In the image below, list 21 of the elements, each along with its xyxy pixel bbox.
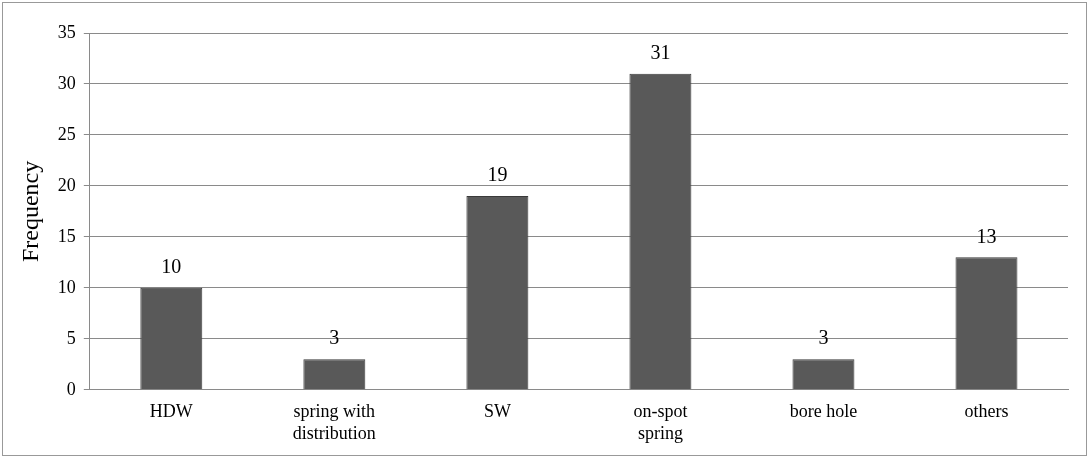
y-tick-label: 20 [57,174,76,195]
x-tick-label: on-spot spring [633,401,688,443]
y-tick-label: 30 [57,72,76,93]
y-axis-title: Frequency [16,160,43,263]
y-tick-label: 5 [66,327,76,348]
x-tick-label: others [964,401,1009,422]
data-label: 13 [976,224,997,247]
y-tick-label: 15 [57,225,76,246]
y-tick-label: 0 [66,378,76,399]
x-tick-label: HDW [149,401,193,422]
data-label: 3 [329,326,340,349]
data-label: 10 [161,255,182,278]
y-tick-label: 25 [57,123,76,144]
x-tick-label: spring with distribution [292,401,376,443]
data-label: 19 [487,163,508,186]
y-tick-label: 35 [57,21,76,42]
y-tick-label: 10 [57,276,76,297]
x-tick-label: bore hole [789,401,858,422]
data-label: 31 [650,41,671,64]
x-tick-label: SW [483,401,511,422]
data-label: 3 [818,326,829,349]
